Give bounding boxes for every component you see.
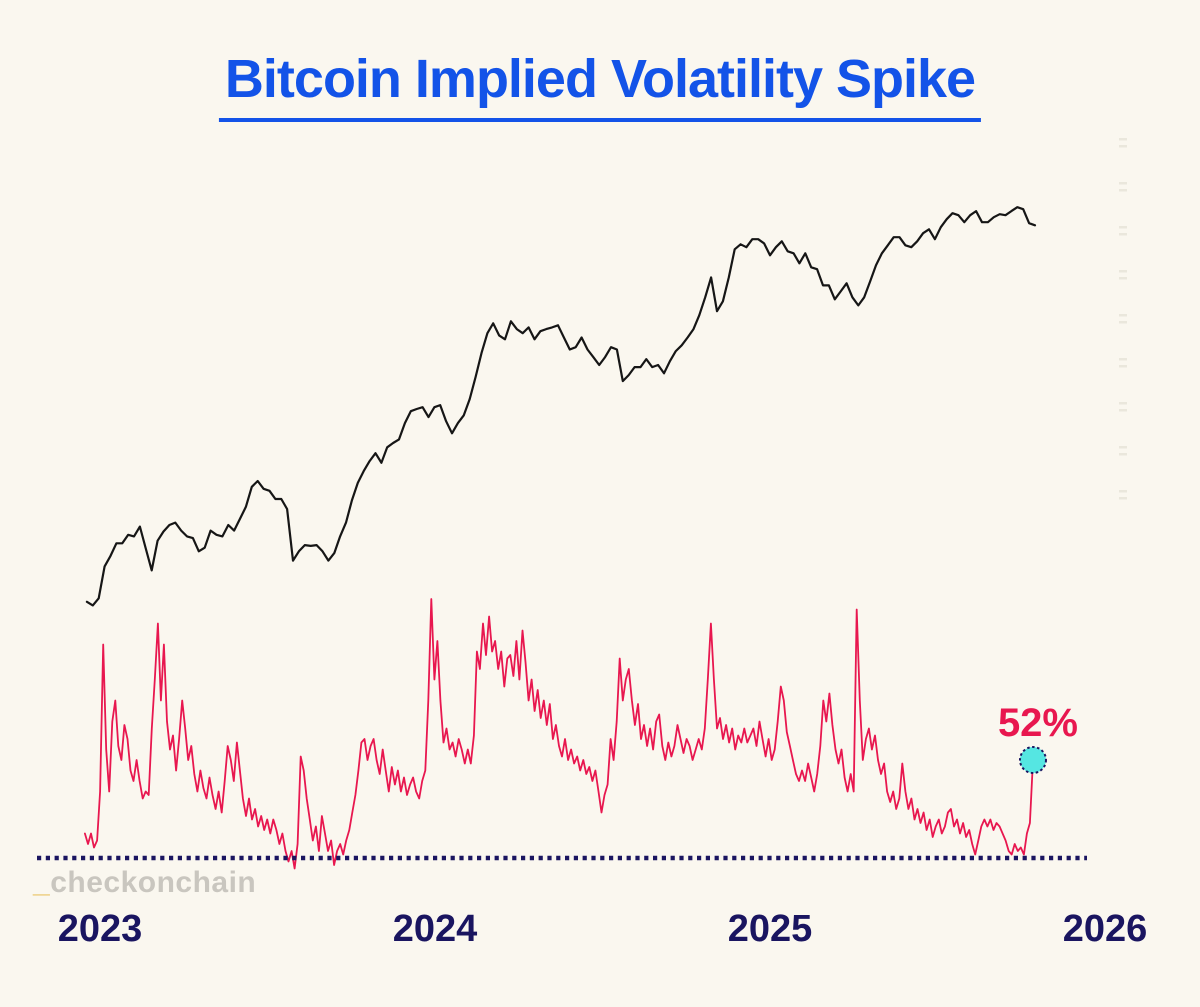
chart-title: Bitcoin Implied Volatility Spike bbox=[218, 48, 982, 122]
volatility-end-marker bbox=[1018, 746, 1047, 774]
faint-axis-ticks bbox=[1119, 138, 1127, 500]
watermark-underscore: _ bbox=[33, 866, 51, 899]
watermark-name: checkonchain bbox=[50, 866, 257, 899]
x-axis-label-2023: 2023 bbox=[57, 908, 143, 950]
implied-volatility-line bbox=[84, 598, 1034, 870]
x-axis-label-2026: 2026 bbox=[1062, 908, 1148, 950]
watermark: _checkonchain bbox=[33, 866, 256, 900]
x-axis-label-2024: 2024 bbox=[392, 908, 478, 950]
volatility-annotation-label: 52% bbox=[998, 701, 1078, 745]
x-axis-label-2025: 2025 bbox=[727, 908, 813, 950]
bitcoin-price-line bbox=[85, 206, 1037, 607]
